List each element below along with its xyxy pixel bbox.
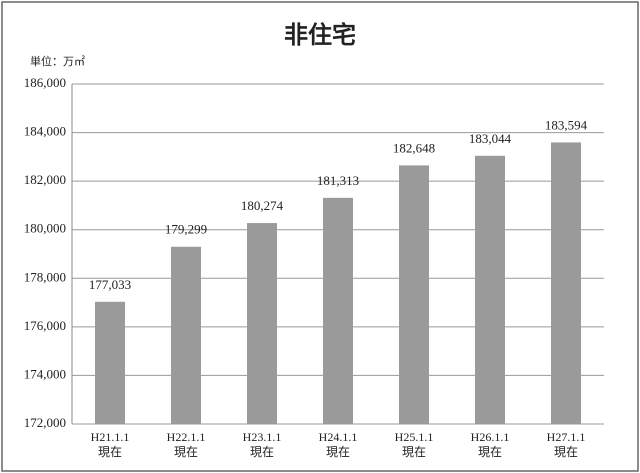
value-label: 179,299 [165,222,207,237]
x-tick-label: H27.1.1 現在 [546,430,586,459]
x-tick-label: H23.1.1 現在 [242,430,282,459]
y-tick-label: 176,000 [24,318,66,333]
value-label: 182,648 [393,140,435,155]
y-tick-label: 186,000 [24,75,66,90]
x-tick-label: H21.1.1 現在 [90,430,130,459]
x-tick-label: H26.1.1 現在 [470,430,510,459]
x-tick-label: H24.1.1 現在 [318,430,358,459]
bar [551,142,581,424]
bar [171,246,201,424]
y-tick-label: 180,000 [24,221,66,236]
bar [247,223,277,424]
value-label: 183,594 [545,117,588,132]
y-tick-label: 182,000 [24,172,66,187]
value-label: 183,044 [469,131,512,146]
chart-title: 非住宅 [284,21,356,49]
bar [323,197,353,424]
y-tick-label: 178,000 [24,269,66,284]
y-tick-label: 172,000 [24,415,66,430]
value-label: 177,033 [89,277,131,292]
value-label: 180,274 [241,198,284,213]
bar [95,301,125,424]
unit-label: 単位：万㎡ [30,54,85,68]
y-tick-label: 174,000 [24,366,66,381]
bar [399,165,429,425]
value-label: 181,313 [317,173,359,188]
y-tick-label: 184,000 [24,124,66,139]
x-tick-label: H25.1.1 現在 [394,430,434,459]
x-tick-label: H22.1.1 現在 [166,430,206,459]
bar [475,155,505,424]
